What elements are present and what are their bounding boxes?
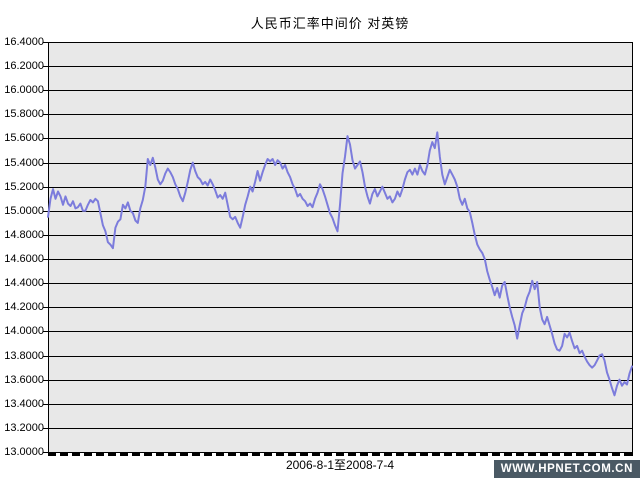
- y-axis-label: 13.0000: [4, 446, 44, 458]
- y-axis-label: 13.6000: [4, 374, 44, 386]
- y-axis-label: 13.8000: [4, 350, 44, 362]
- y-axis-label: 16.2000: [4, 60, 44, 72]
- y-axis-label: 14.2000: [4, 301, 44, 313]
- watermark: WWW.HPNET.COM.CN: [493, 460, 640, 478]
- y-axis-label: 13.4000: [4, 398, 44, 410]
- y-axis-label: 15.4000: [4, 157, 44, 169]
- y-axis-label: 15.2000: [4, 181, 44, 193]
- y-axis-label: 15.6000: [4, 132, 44, 144]
- y-axis-label: 15.0000: [4, 205, 44, 217]
- y-axis-label: 14.8000: [4, 229, 44, 241]
- y-axis-label: 14.0000: [4, 325, 44, 337]
- y-axis-label: 13.2000: [4, 422, 44, 434]
- y-axis-label: 16.4000: [4, 36, 44, 48]
- x-axis-label: 2006-8-1至2008-7-4: [285, 458, 395, 472]
- y-axis-label: 15.8000: [4, 108, 44, 120]
- y-axis-label: 16.0000: [4, 84, 44, 96]
- chart-title: 人民币汇率中间价 对英镑: [250, 16, 410, 31]
- y-axis-label: 14.4000: [4, 277, 44, 289]
- exchange-rate-line: [47, 131, 633, 397]
- y-axis-label: 14.6000: [4, 253, 44, 265]
